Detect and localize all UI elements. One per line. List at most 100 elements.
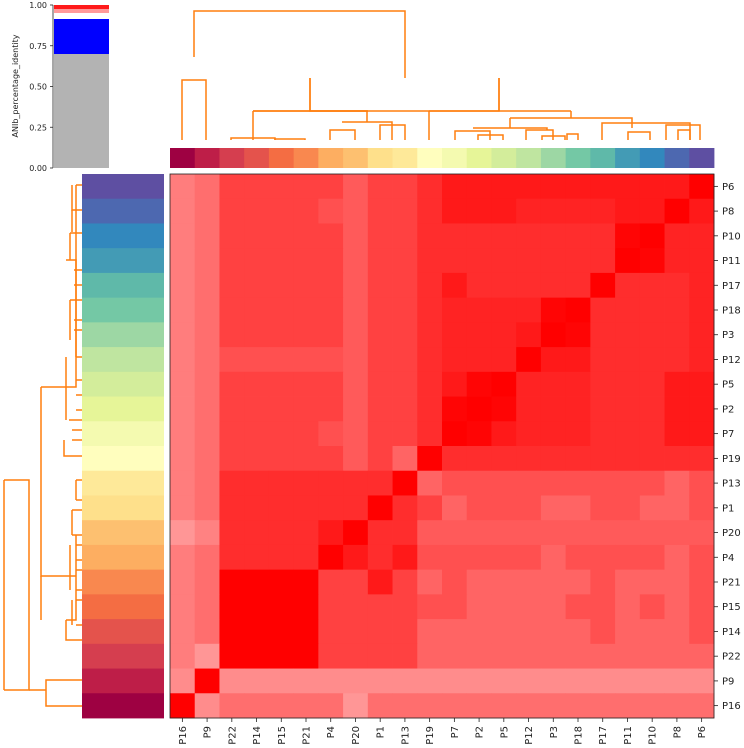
heatmap-cell <box>615 569 641 595</box>
heatmap-cell <box>392 297 418 323</box>
heatmap-cell <box>516 594 542 620</box>
dendrogram-link <box>76 479 82 501</box>
heatmap-cell <box>442 619 468 645</box>
heatmap-cell <box>367 223 393 249</box>
heatmap-cell <box>664 619 690 645</box>
column-tick-label: P13 <box>400 726 411 745</box>
heatmap-cell <box>466 421 492 447</box>
heatmap-cell <box>244 347 270 373</box>
row-tick-label: P20 <box>722 528 741 539</box>
heatmap-cell <box>268 396 295 422</box>
heatmap-cell <box>689 371 715 397</box>
dendrogram-link <box>76 544 82 561</box>
heatmap-cell <box>392 223 418 249</box>
heatmap-cell <box>442 198 468 224</box>
heatmap-cell <box>244 594 270 620</box>
heatmap-cell <box>392 470 418 496</box>
heatmap-cell <box>219 446 245 472</box>
heatmap-cell <box>639 594 665 620</box>
heatmap-cell <box>590 569 616 595</box>
heatmap-cell <box>664 272 690 299</box>
heatmap-cell <box>442 520 468 546</box>
heatmap-cell <box>367 297 393 323</box>
column-color-cell <box>516 148 542 168</box>
heatmap-cell <box>170 446 196 472</box>
heatmap-cell <box>639 272 665 299</box>
column-tick-label: P18 <box>574 726 585 745</box>
heatmap-cell <box>565 297 591 323</box>
heatmap-cell <box>268 643 295 669</box>
heatmap-cell <box>392 594 418 620</box>
heatmap-cell <box>664 396 690 422</box>
heatmap-cell <box>664 371 690 397</box>
heatmap <box>170 174 715 719</box>
heatmap-cell <box>491 668 517 694</box>
column-tick-label: P4 <box>326 726 337 738</box>
heatmap-cell <box>367 421 393 447</box>
heatmap-cell <box>516 693 542 719</box>
heatmap-cell <box>689 322 715 348</box>
heatmap-cell <box>516 421 542 447</box>
heatmap-cell <box>516 619 542 645</box>
heatmap-cell <box>639 693 665 719</box>
dendrogram-link <box>4 479 30 691</box>
heatmap-cell <box>491 619 517 645</box>
heatmap-cell <box>417 520 443 546</box>
dendrogram-link <box>525 129 554 140</box>
heatmap-cell <box>417 396 443 422</box>
heatmap-cell <box>392 520 418 546</box>
row-tick-label: P5 <box>722 380 734 391</box>
heatmap-cell <box>170 174 196 200</box>
heatmap-cell <box>170 248 196 274</box>
heatmap-cell <box>392 272 418 299</box>
heatmap-cell <box>194 174 220 200</box>
heatmap-cell <box>367 495 393 521</box>
column-tick-label: P12 <box>524 726 535 745</box>
heatmap-cell <box>516 174 542 200</box>
heatmap-cell <box>689 668 715 694</box>
heatmap-cell <box>367 272 393 299</box>
heatmap-cell <box>293 272 319 299</box>
heatmap-cell <box>590 371 616 397</box>
heatmap-cell <box>664 693 690 719</box>
heatmap-cell <box>417 248 443 274</box>
row-tick-labels: P6 P8 P10 P11 P17 P18 P3 P12 P5 P2 P7 P19 P13 P1 P20 P4… <box>714 182 741 712</box>
heatmap-cell <box>318 495 344 521</box>
heatmap-cell <box>244 446 270 472</box>
heatmap-cell <box>293 569 319 595</box>
heatmap-cell <box>417 174 443 200</box>
heatmap-cell <box>689 495 715 521</box>
row-color-cell <box>82 693 164 719</box>
heatmap-cell <box>689 693 715 719</box>
heatmap-cell <box>244 619 270 645</box>
heatmap-cell <box>268 446 295 472</box>
heatmap-cell <box>367 248 393 274</box>
heatmap-cell <box>194 421 220 447</box>
dendrogram-link <box>477 134 504 140</box>
colorbar: ANIb_percentage_identity <box>11 5 109 168</box>
heatmap-cell <box>466 272 492 299</box>
heatmap-cell <box>664 347 690 373</box>
heatmap-cell <box>417 198 443 224</box>
heatmap-cell <box>268 322 295 348</box>
heatmap-cell <box>466 223 492 249</box>
heatmap-cell <box>219 594 245 620</box>
column-color-cell <box>343 148 369 168</box>
heatmap-cell <box>664 544 690 571</box>
colorbar-label: ANIb_percentage_identity <box>11 34 20 137</box>
heatmap-cell <box>219 421 245 447</box>
row-tick-label: P4 <box>722 553 734 564</box>
heatmap-cell <box>565 347 591 373</box>
column-tick-label: P15 <box>277 726 288 745</box>
heatmap-cell <box>392 248 418 274</box>
dendrogram-link <box>274 138 306 140</box>
heatmap-cell <box>343 619 369 645</box>
dendrogram-link <box>665 124 701 140</box>
heatmap-cell <box>417 322 443 348</box>
heatmap-cell <box>417 446 443 472</box>
heatmap-cell <box>615 520 641 546</box>
heatmap-cell <box>615 297 641 323</box>
heatmap-cell <box>392 619 418 645</box>
heatmap-cell <box>639 421 665 447</box>
heatmap-cell <box>516 470 542 496</box>
